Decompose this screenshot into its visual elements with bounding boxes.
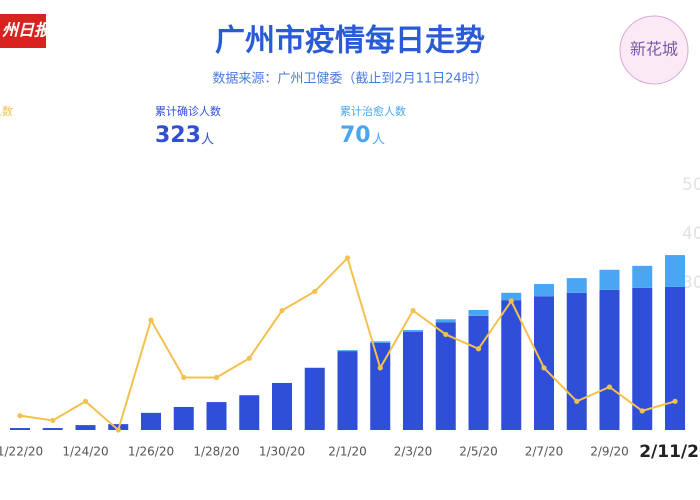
- stat-unit: 人: [201, 133, 214, 148]
- bar: [370, 341, 391, 343]
- point: [639, 408, 645, 414]
- y-tick-label: 300: [682, 273, 700, 293]
- bar: [632, 287, 653, 430]
- point: [410, 307, 416, 314]
- y-tick-label: 500: [682, 175, 700, 195]
- x-tick-label: 2/3/20: [394, 445, 433, 459]
- point: [50, 417, 56, 424]
- logo-right: 新花城: [630, 40, 678, 59]
- bar: [599, 289, 620, 430]
- bar: [75, 425, 96, 430]
- legend-label: 累计确诊人数: [155, 104, 221, 118]
- bar: [42, 428, 63, 430]
- bar: [566, 292, 587, 430]
- bar: [665, 255, 685, 287]
- bar: [665, 286, 685, 430]
- logo-left: 州日报: [2, 21, 52, 40]
- point: [148, 317, 154, 323]
- x-tick-label: 1/26/20: [128, 445, 174, 459]
- point: [475, 346, 482, 352]
- bar: [534, 283, 554, 297]
- legend-label: 诊人数: [0, 104, 13, 118]
- x-tick-label: 2/1/20: [328, 445, 367, 459]
- bar: [534, 296, 554, 430]
- bar: [141, 412, 161, 430]
- logo-right-bg: [619, 15, 689, 85]
- point: [672, 398, 678, 404]
- bar: [632, 265, 653, 288]
- point: [181, 374, 187, 381]
- bar: [468, 315, 489, 430]
- point: [312, 288, 318, 295]
- bar: [403, 330, 423, 332]
- y-tick-label: 400: [682, 224, 700, 244]
- point: [115, 427, 121, 433]
- bar: [468, 309, 489, 316]
- point: [508, 298, 514, 304]
- bar: [10, 428, 30, 430]
- bar: [337, 351, 358, 430]
- bar: [501, 300, 522, 430]
- stat-unit: 人: [372, 133, 385, 148]
- point: [541, 365, 547, 371]
- bar: [337, 350, 358, 352]
- stat-value: 70: [340, 123, 371, 148]
- x-tick-label: 2/7/20: [525, 445, 564, 459]
- chart-title: 广州市疫情每日走势: [215, 24, 485, 59]
- point: [82, 398, 89, 404]
- point: [574, 398, 580, 404]
- bar: [272, 382, 292, 430]
- x-tick-label: 1/28/20: [193, 445, 239, 459]
- stat-value: 323: [155, 123, 201, 148]
- x-tick-label: 2/11/20: [639, 442, 700, 462]
- bar: [173, 406, 194, 430]
- bar: [435, 322, 456, 430]
- bar: [566, 278, 587, 293]
- bar: [501, 292, 522, 301]
- bar: [304, 367, 325, 430]
- point: [606, 384, 613, 390]
- legend-label: 累计治愈人数: [340, 104, 406, 118]
- x-tick-label: 2/5/20: [459, 445, 498, 459]
- bar: [370, 342, 391, 430]
- x-tick-label: 1/24/20: [62, 445, 108, 459]
- point: [279, 307, 285, 314]
- x-tick-label: 1/22/20: [0, 445, 43, 459]
- point: [443, 331, 449, 338]
- bar: [239, 395, 260, 430]
- bar: [599, 269, 620, 290]
- point: [17, 413, 23, 419]
- bar: [435, 319, 456, 323]
- point: [246, 355, 252, 361]
- logo-left-bg: [0, 14, 46, 48]
- x-tick-label: 1/30/20: [259, 445, 305, 459]
- point: [344, 255, 351, 261]
- bar: [206, 402, 227, 430]
- point: [213, 374, 220, 381]
- chart-subtitle: 数据来源：广州卫健委（截止到2月11日24时）: [212, 72, 487, 87]
- bar: [403, 332, 423, 430]
- x-tick-label: 2/9/20: [590, 445, 629, 459]
- point: [377, 365, 383, 371]
